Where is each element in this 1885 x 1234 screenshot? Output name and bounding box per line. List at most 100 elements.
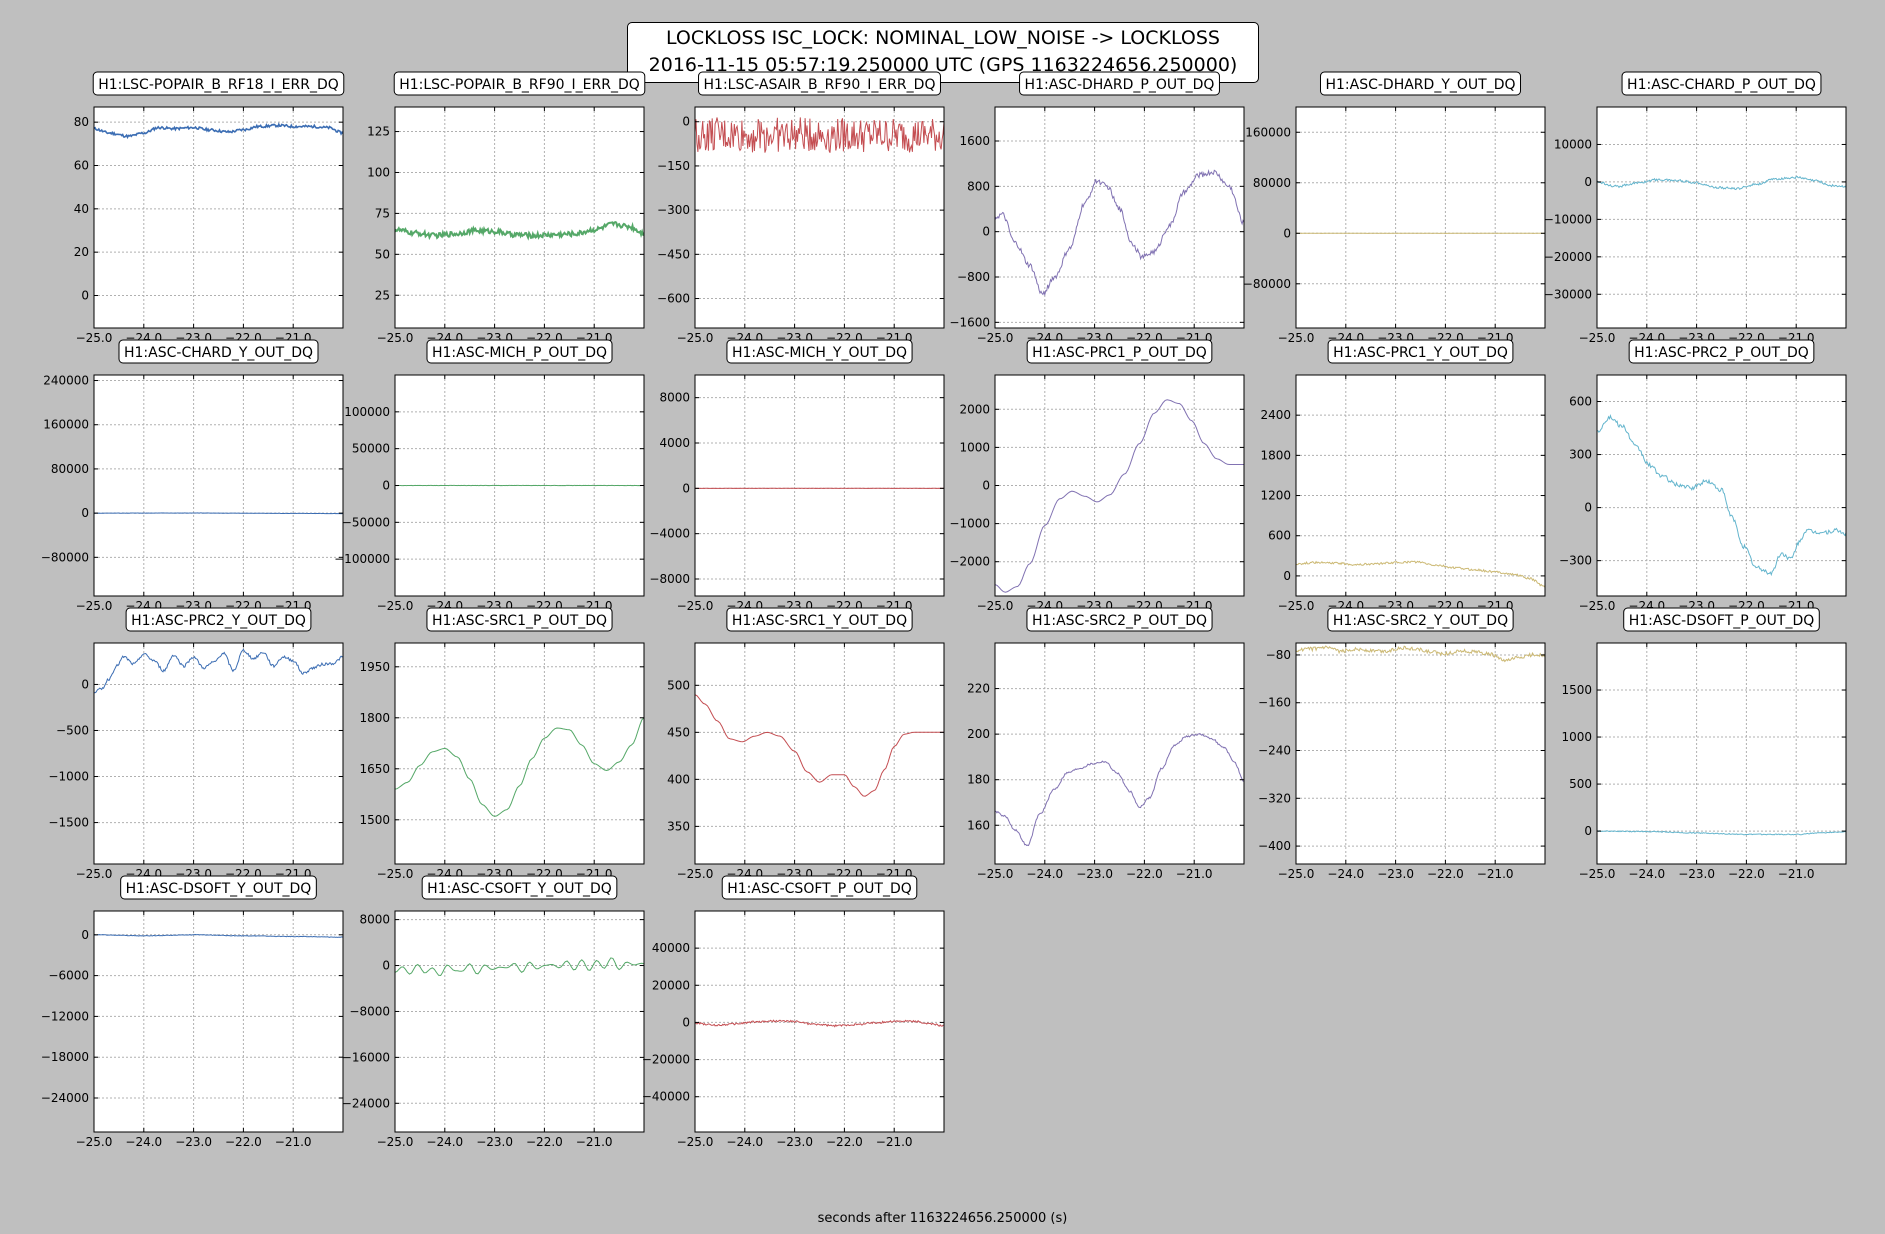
subplot-title-box (1327, 339, 1514, 364)
y-tick-label: 8000 (659, 391, 690, 405)
subplot-title-box (1026, 339, 1213, 364)
subplot-14: −25.0 −24.0 −23.0 −22.0 −21.0150016501800195… (359, 607, 645, 881)
subplot-title: H1:ASC-DHARD_P_OUT_DQ (1025, 77, 1215, 93)
y-tick-label: 160 (967, 818, 990, 832)
y-tick-label: 20000 (652, 978, 690, 992)
subplot-title-box (1327, 607, 1514, 632)
x-tick-label: −21.0 (1778, 867, 1815, 881)
data-series-line (94, 512, 343, 515)
y-tick-label: 1500 (359, 813, 390, 827)
x-tick-label: −25.0 (977, 331, 1014, 345)
subplot-title: H1:ASC-PRC2_Y_OUT_DQ (131, 613, 306, 629)
axes-background (1597, 107, 1846, 328)
data-series-line (395, 957, 644, 977)
y-tick-label: 600 (1569, 395, 1592, 409)
data-series-line (1597, 175, 1846, 191)
subplot-title: H1:LSC-POPAIR_B_RF90_I_ERR_DQ (399, 77, 640, 93)
y-tick-label: 0 (81, 506, 89, 520)
data-series-line (395, 717, 644, 817)
subplot-17: −25.0 −24.0 −23.0 −22.0 −21.0 −400 −320 −240 −16… (1258, 607, 1546, 881)
y-tick-label: 75 (375, 206, 390, 220)
x-tick-label: −25.0 (377, 1135, 414, 1149)
subplot-title: H1:LSC-POPAIR_B_RF18_I_ERR_DQ (98, 77, 339, 93)
y-tick-label: −50000 (342, 515, 390, 529)
x-tick-label: −25.0 (76, 867, 113, 881)
x-tick-label: −25.0 (1278, 331, 1315, 345)
axes-background (1597, 643, 1846, 864)
data-series-line (995, 399, 1244, 593)
x-tick-label: −23.0 (175, 1135, 212, 1149)
axes-background (1597, 375, 1846, 596)
data-series-line (1296, 560, 1545, 588)
x-tick-label: −23.0 (776, 1135, 813, 1149)
subplot-21: −25.0 −24.0 −23.0 −22.0 −21.0 −40000 −20000 0 20… (642, 875, 945, 1149)
y-tick-label: 500 (1569, 777, 1592, 791)
y-tick-label: 10000 (1554, 137, 1592, 151)
subplot-title-box (426, 339, 613, 364)
axes-frame (1295, 642, 1546, 865)
subplot-title-box (92, 71, 345, 96)
x-tick-label: −25.0 (377, 599, 414, 613)
y-tick-label: 160000 (43, 418, 89, 432)
y-tick-label: 400 (667, 772, 690, 786)
axes-frame (93, 374, 344, 597)
y-tick-label: −10000 (1544, 212, 1592, 226)
x-tick-label: −22.0 (826, 1135, 863, 1149)
x-tick-label: −25.0 (377, 331, 414, 345)
y-tick-label: −6000 (48, 969, 89, 983)
y-tick-label: 180 (967, 773, 990, 787)
x-tick-label: −22.0 (526, 1135, 563, 1149)
y-tick-label: −240 (1258, 744, 1291, 758)
subplot-title: H1:ASC-SRC1_P_OUT_DQ (432, 613, 607, 629)
y-tick-label: 2400 (1260, 408, 1291, 422)
y-tick-label: −1500 (48, 816, 89, 830)
y-tick-label: 100 (367, 165, 390, 179)
y-tick-label: 350 (667, 819, 690, 833)
y-tick-label: 50000 (352, 442, 390, 456)
y-tick-label: 1600 (959, 134, 990, 148)
subplot-title-box (118, 339, 319, 364)
axes-background (1296, 375, 1545, 596)
subplot-5: −25.0 −24.0 −23.0 −22.0 −21.0−80000080000160… (1243, 71, 1546, 345)
axes-frame (93, 910, 344, 1133)
axes-background (94, 375, 343, 596)
subplot-title: H1:ASC-MICH_P_OUT_DQ (432, 345, 607, 361)
axes-background (1296, 643, 1545, 864)
subplot-title: H1:ASC-CHARD_Y_OUT_DQ (124, 345, 313, 361)
data-series-line (395, 220, 644, 241)
y-tick-label: 2000 (959, 402, 990, 416)
y-tick-label: −24000 (41, 1091, 89, 1105)
y-tick-label: 200 (967, 727, 990, 741)
data-series-line (695, 117, 944, 153)
y-tick-label: −450 (657, 247, 690, 261)
y-tick-label: −320 (1258, 791, 1291, 805)
x-tick-label: −21.0 (275, 1135, 312, 1149)
axes-frame (394, 106, 645, 329)
y-tick-label: 1950 (359, 660, 390, 674)
subplot-15: −25.0 −24.0 −23.0 −22.0 −21.0350400450500H1:… (667, 607, 945, 881)
y-tick-label: 80000 (51, 462, 89, 476)
x-tick-label: −25.0 (76, 1135, 113, 1149)
subplot-title-box (1621, 71, 1822, 96)
y-tick-label: −500 (56, 723, 89, 737)
x-tick-label: −25.0 (677, 331, 714, 345)
axes-frame (394, 642, 645, 865)
y-tick-label: 0 (682, 115, 690, 129)
axes-background (395, 107, 644, 328)
y-tick-label: −12000 (41, 1009, 89, 1023)
y-tick-label: 1800 (359, 711, 390, 725)
data-series-line (695, 694, 944, 797)
axes-frame (1295, 374, 1546, 597)
subplot-title: H1:ASC-CSOFT_Y_OUT_DQ (427, 881, 612, 897)
axes-frame (694, 642, 945, 865)
subplot-8: −25.0 −24.0 −23.0 −22.0 −21.0−100000−5000005… (334, 339, 645, 613)
y-tick-label: −20000 (1544, 250, 1592, 264)
data-series-line (94, 122, 343, 140)
x-tick-label: −25.0 (677, 867, 714, 881)
axes-frame (1295, 106, 1546, 329)
subplot-title: H1:ASC-PRC1_Y_OUT_DQ (1333, 345, 1508, 361)
y-tick-label: −40000 (642, 1090, 690, 1104)
subplot-9: −25.0 −24.0 −23.0 −22.0 −21.0−8000−400004000… (649, 339, 945, 613)
subplot-title-box (721, 875, 918, 900)
